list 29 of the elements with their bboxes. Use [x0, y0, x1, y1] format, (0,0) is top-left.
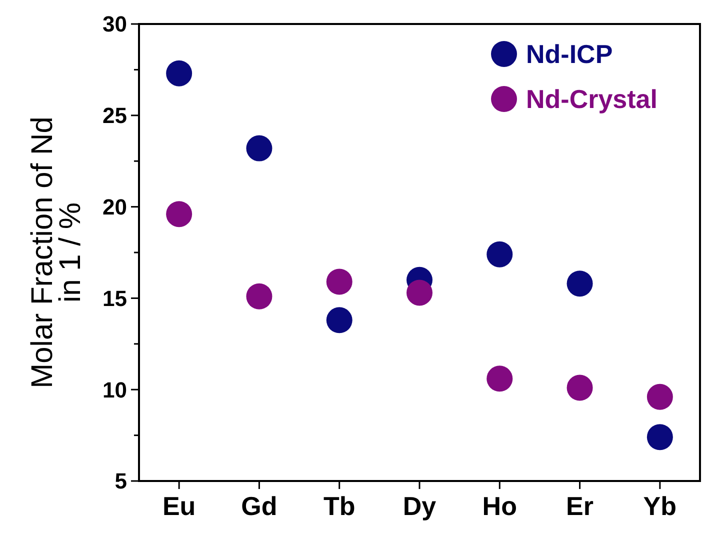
x-tick-label: Ho [482, 491, 517, 521]
point [486, 241, 513, 268]
point [646, 384, 673, 410]
point [646, 424, 673, 450]
point [406, 280, 432, 306]
x-tick-label: Yb [643, 491, 677, 521]
point [486, 366, 513, 392]
y-tick-label: 25 [102, 103, 127, 128]
x-tick-label: Er [566, 491, 594, 521]
y-tick-label: 5 [114, 468, 127, 494]
point [326, 307, 352, 334]
y-tick-label: 30 [102, 12, 127, 37]
legend-label: Nd-Crystal [526, 84, 658, 114]
x-tick-label: Dy [402, 491, 437, 521]
x-tick-label: Tb [323, 491, 356, 521]
y-tick-label: 15 [102, 286, 127, 311]
y-tick-label: 20 [102, 194, 127, 220]
point [326, 268, 352, 295]
point [566, 374, 593, 401]
y-axis-title: Molar Fraction of Nd in 1 / % [26, 116, 87, 388]
point [246, 135, 272, 162]
y-tick-label: 10 [102, 377, 127, 402]
point [166, 60, 192, 86]
point [166, 201, 192, 228]
x-tick-label: Eu [162, 491, 196, 521]
x-tick-label: Gd [241, 491, 278, 521]
point [566, 270, 593, 297]
legend-label: Nd-ICP [526, 39, 613, 70]
point [246, 283, 272, 310]
